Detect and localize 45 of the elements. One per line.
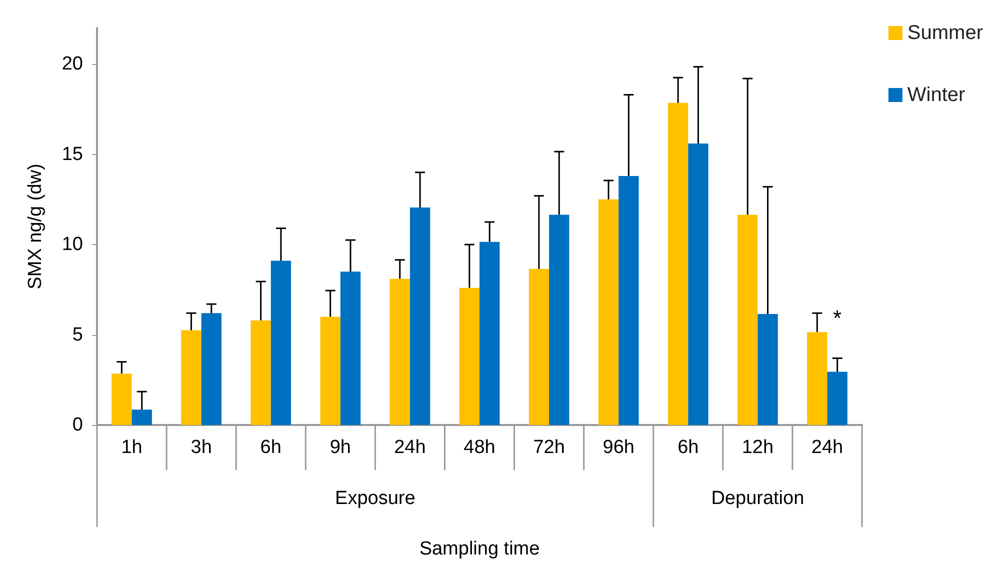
y-tick-label: 5 [72, 324, 83, 346]
x-tick-label: 96h [602, 437, 634, 458]
y-tick-label: 10 [62, 234, 83, 256]
bar [668, 102, 688, 425]
bar [340, 272, 361, 425]
text: Exposure [335, 488, 416, 509]
bar [528, 268, 550, 425]
bar [390, 278, 410, 425]
bar [112, 374, 132, 425]
bar [827, 372, 848, 425]
bar [181, 330, 202, 425]
bar [320, 316, 340, 425]
x-tick-label: 24h [811, 437, 844, 458]
x-tick-label: 9h [330, 437, 351, 458]
x-tick-label: 48h [464, 437, 496, 458]
bar [549, 214, 570, 425]
bar [688, 143, 708, 425]
bar [598, 199, 619, 425]
x-tick-label: 6h [678, 437, 699, 458]
bar [410, 208, 430, 425]
bar [738, 214, 758, 425]
bar [250, 320, 271, 425]
x-axis-title: Sampling time [419, 538, 540, 560]
x-tick-label: 3h [190, 437, 212, 458]
y-tick-label: 20 [62, 54, 83, 75]
bar [480, 242, 500, 425]
bar [459, 288, 480, 425]
legend-label: Winter [907, 84, 966, 106]
x-tick-label: 24h [394, 437, 426, 458]
bar [807, 332, 828, 425]
x-tick-label: 1h [121, 437, 142, 458]
y-axis-title: SMX ng/g (dw) [25, 164, 46, 290]
x-tick-label: 72h [533, 437, 565, 458]
text: Depuration [711, 488, 804, 509]
annotation: * [833, 306, 842, 331]
y-tick-label: 0 [72, 414, 83, 436]
bar [270, 260, 292, 425]
legend-label: Summer [907, 22, 984, 44]
bar [758, 314, 778, 425]
x-tick-label: 6h [260, 437, 282, 458]
bar [132, 410, 152, 425]
x-tick-label: 12h [742, 437, 774, 458]
bar [618, 176, 639, 425]
bar [201, 313, 222, 425]
y-tick-label: 15 [62, 144, 83, 165]
